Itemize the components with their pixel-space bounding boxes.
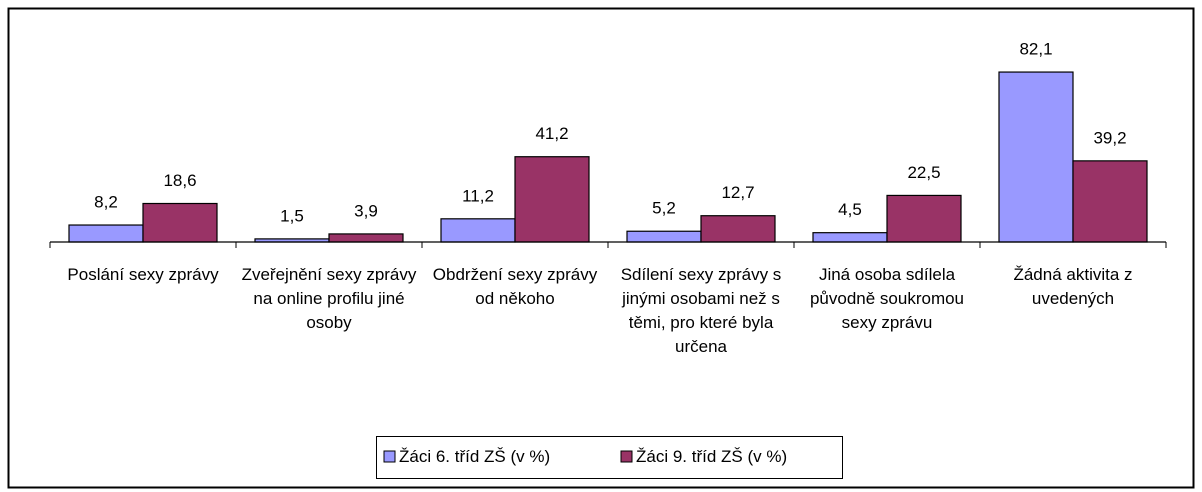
value-label: 39,2 [1093,128,1126,147]
bar [700,215,776,243]
bar [440,218,516,243]
value-label: 12,7 [721,183,754,202]
bar [328,233,404,243]
value-label: 18,6 [163,171,196,190]
value-label: 22,5 [907,163,940,182]
x-tick-label: Žádná aktivita z uvedených [1013,265,1133,308]
x-tick-label: Sdílení sexy zprávy s jinými osobami než… [620,265,782,356]
value-label: 5,2 [652,199,676,218]
x-tick-label: Zveřejnění sexy zprávy na online profilu… [241,265,417,332]
legend-box [376,436,843,479]
value-label: 8,2 [94,193,118,212]
chart-border [7,7,1195,489]
legend-swatch [383,450,396,463]
value-label: 41,2 [535,124,568,143]
bar [68,224,144,243]
value-label: 4,5 [838,200,862,219]
value-label: 1,5 [280,206,304,225]
value-label: 3,9 [354,201,378,220]
bar [812,232,888,243]
bar [514,156,590,243]
value-label: 11,2 [462,186,494,205]
bar [626,230,702,243]
x-tick-label: Obdržení sexy zprávy od někoho [432,265,598,308]
bar [886,194,962,243]
x-tick-label: Poslání sexy zprávy [67,265,219,284]
legend-label: Žáci 6. tříd ZŠ (v %) [399,447,551,466]
x-tick-label: Jiná osoba sdílela původně soukromou sex… [809,265,965,332]
legend-swatch [620,450,633,463]
legend-label: Žáci 9. tříd ZŠ (v %) [636,447,788,466]
value-label: 82,1 [1019,40,1052,59]
bar [142,202,218,243]
bar [998,71,1074,243]
bar [1072,160,1148,243]
